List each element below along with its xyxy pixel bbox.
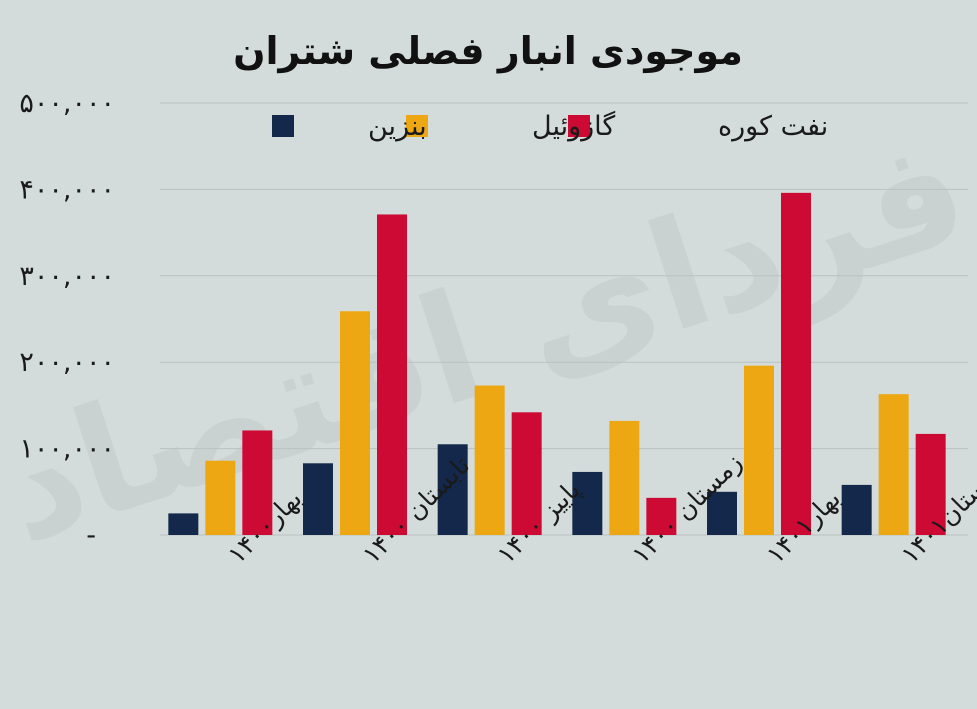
bar-2-3 — [474, 385, 505, 535]
legend: نفت کوره گازوئیل بنزین — [272, 110, 828, 142]
legend-swatch — [272, 115, 294, 137]
bar-2-5 — [744, 365, 774, 535]
bar-1-3 — [437, 444, 468, 535]
bar-2-1 — [205, 460, 236, 535]
bar-2-6 — [878, 394, 909, 535]
y-tick-label: ۲۰۰,۰۰۰ — [19, 347, 115, 378]
bar-3-1 — [242, 430, 273, 535]
legend-label: نفت کوره — [718, 111, 828, 142]
bars — [168, 192, 946, 535]
bar-1-4 — [572, 471, 603, 535]
bar-1-2 — [303, 463, 333, 535]
grid-lines — [160, 102, 968, 536]
y-tick-label: ۱۰۰,۰۰۰ — [19, 434, 115, 465]
bar-3-6 — [915, 433, 946, 535]
legend-swatch — [406, 115, 428, 137]
legend-label: گازوئیل — [532, 110, 615, 142]
bar-1-5 — [707, 491, 737, 535]
bar-2-2 — [340, 311, 370, 535]
bar-1-1 — [168, 513, 199, 535]
chart-title: موجودی انبار فصلی شتران — [233, 29, 743, 73]
y-tick-label: ۳۰۰,۰۰۰ — [19, 261, 115, 292]
y-tick-label: - — [86, 520, 96, 551]
bar-3-5 — [781, 192, 811, 535]
y-axis: - ۱۰۰,۰۰۰ ۲۰۰,۰۰۰ ۳۰۰,۰۰۰ ۴۰۰,۰۰۰ ۵۰۰,۰۰۰ — [19, 88, 115, 551]
y-tick-label: ۴۰۰,۰۰۰ — [19, 174, 115, 205]
bar-3-2 — [377, 214, 407, 535]
y-tick-label: ۵۰۰,۰۰۰ — [19, 88, 115, 119]
bar-3-4 — [646, 497, 677, 535]
bar-2-4 — [609, 420, 640, 535]
bar-3-3 — [511, 412, 542, 535]
legend-label: بنزین — [368, 111, 427, 142]
bar-1-6 — [841, 484, 872, 535]
legend-swatch — [568, 115, 590, 137]
